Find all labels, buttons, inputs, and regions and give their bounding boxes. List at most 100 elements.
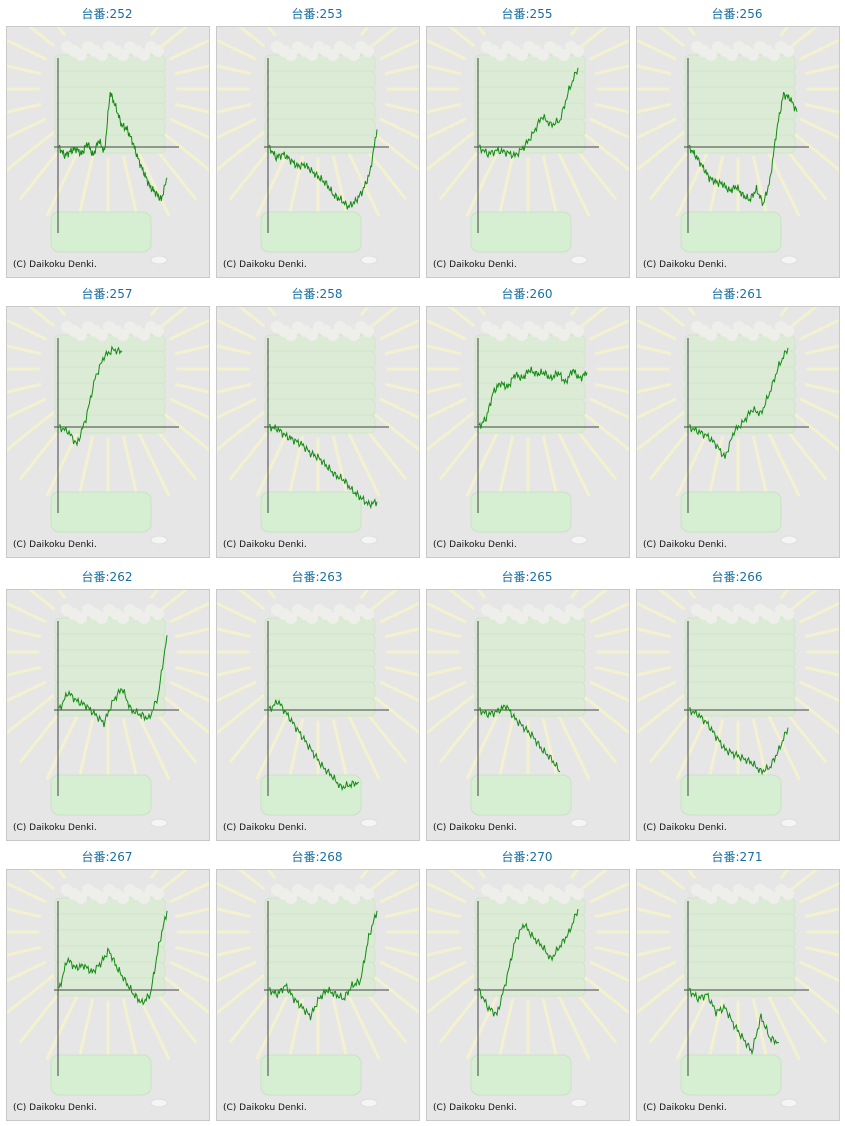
ray-decoration [556, 993, 591, 1060]
ray-decoration [217, 974, 265, 1015]
ray-decoration [27, 307, 55, 327]
ball-decoration [327, 612, 339, 624]
ray-decoration [637, 627, 672, 638]
chart-frame: (C) Daikoku Denki. [6, 589, 210, 841]
ray-decoration [594, 946, 629, 957]
ray-decoration [637, 960, 677, 983]
chart-panel: 台番:258 (C) Daikoku Denki. [212, 284, 422, 560]
ray-decoration [766, 150, 801, 217]
ray-decoration [19, 985, 66, 1043]
chart-frame: (C) Daikoku Denki. [216, 26, 420, 278]
ball-decoration [348, 329, 360, 341]
chart-title: 台番:270 [501, 850, 553, 864]
tray-decoration [50, 1054, 152, 1096]
ray-decoration [581, 411, 629, 452]
ray-decoration [594, 666, 629, 677]
sunburst-background [7, 870, 209, 1108]
ray-decoration [637, 666, 672, 677]
ray-decoration [581, 974, 629, 1015]
ball-decoration [327, 49, 339, 61]
ray-decoration [766, 993, 801, 1060]
ball-decoration [558, 612, 570, 624]
series-line [688, 707, 789, 776]
ray-decoration [594, 103, 629, 114]
ray-decoration [217, 680, 257, 703]
ray-decoration [427, 411, 475, 452]
box-decoration [474, 350, 586, 370]
ray-decoration [427, 960, 467, 983]
ray-decoration [136, 150, 171, 217]
ray-decoration [427, 974, 475, 1015]
ray-decoration [686, 27, 696, 36]
ball-decoration [152, 45, 164, 57]
ray-decoration [427, 383, 462, 394]
ball-decoration [96, 612, 108, 624]
ball-decoration [705, 49, 717, 61]
ray-decoration [7, 397, 47, 420]
ray-decoration [766, 713, 801, 780]
chart-svg [427, 590, 629, 828]
ball-decoration [285, 329, 297, 341]
ray-decoration [570, 590, 580, 599]
tray-decoration [680, 211, 782, 253]
ray-decoration [346, 993, 381, 1060]
ball-decoration [138, 329, 150, 341]
series-line [268, 699, 360, 792]
ray-decoration [581, 870, 609, 890]
ray-decoration [589, 680, 629, 703]
copyright-text: (C) Daikoku Denki. [223, 260, 307, 270]
ray-decoration [7, 601, 47, 624]
tray-decoration [680, 774, 782, 816]
ball-decoration [782, 45, 794, 57]
chart-title: 台番:258 [291, 287, 343, 301]
ball-decoration [362, 888, 374, 900]
coin-decoration [150, 818, 168, 828]
box-decoration [474, 118, 586, 138]
ray-decoration [371, 590, 399, 610]
chart-panel: 台番:263 (C) Daikoku Denki. [212, 567, 422, 843]
ray-decoration [581, 131, 629, 172]
ray-decoration [686, 870, 696, 879]
chart-frame: (C) Daikoku Denki. [216, 869, 420, 1121]
series-line [478, 704, 561, 773]
ray-decoration [637, 318, 677, 341]
ray-decoration [804, 103, 839, 114]
coin-decoration [780, 818, 798, 828]
ray-decoration [217, 344, 252, 355]
ray-decoration [637, 131, 685, 172]
ray-decoration [427, 38, 467, 61]
ray-decoration [169, 960, 209, 983]
ray-decoration [556, 430, 591, 497]
series-line [478, 366, 588, 429]
ray-decoration [379, 960, 419, 983]
ray-decoration [465, 993, 500, 1060]
ray-decoration [589, 881, 629, 904]
ray-decoration [384, 344, 419, 355]
box-decoration [54, 414, 166, 434]
ray-decoration [174, 103, 209, 114]
box-decoration [474, 102, 586, 122]
chart-frame: (C) Daikoku Denki. [426, 306, 630, 558]
box-decoration [684, 366, 796, 386]
box-decoration [474, 697, 586, 717]
ray-decoration [427, 131, 475, 172]
coin-decoration [780, 535, 798, 545]
box-decoration [474, 366, 586, 386]
ray-decoration [217, 601, 257, 624]
ray-decoration [371, 974, 419, 1015]
ball-decoration [362, 325, 374, 337]
ray-decoration [217, 397, 257, 420]
ray-decoration [637, 344, 672, 355]
ray-decoration [476, 27, 486, 36]
ray-decoration [7, 103, 42, 114]
chart-frame: (C) Daikoku Denki. [216, 306, 420, 558]
ball-decoration [75, 329, 87, 341]
chart-title: 台番:261 [711, 287, 763, 301]
ray-decoration [637, 38, 677, 61]
ray-decoration [804, 627, 839, 638]
ray-decoration [439, 422, 486, 480]
box-decoration [264, 649, 376, 669]
ray-decoration [804, 946, 839, 957]
ray-decoration [136, 713, 171, 780]
box-decoration [264, 945, 376, 965]
